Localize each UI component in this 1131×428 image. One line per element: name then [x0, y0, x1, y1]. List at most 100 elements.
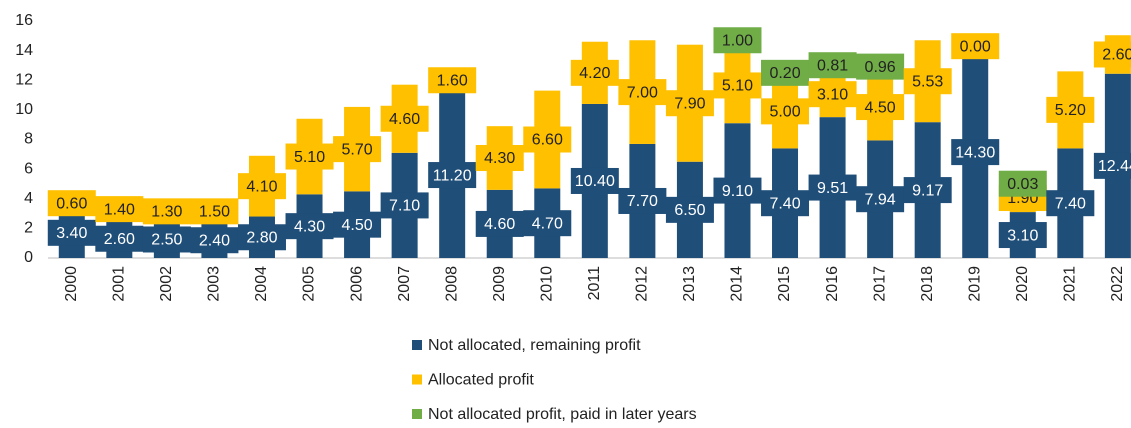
data-label-box — [428, 67, 477, 94]
data-label-box — [47, 190, 96, 217]
data-label: 1.60 — [437, 72, 468, 89]
x-tick-label: 2017 — [871, 266, 888, 302]
data-label: 3.40 — [56, 225, 87, 242]
x-tick-label: 2019 — [966, 266, 983, 302]
x-tick-label: 2021 — [1062, 266, 1079, 302]
data-label-box — [713, 177, 762, 204]
y-tick-label: 4 — [24, 190, 33, 207]
data-label-box — [713, 27, 762, 54]
data-label: 7.40 — [769, 195, 800, 212]
data-label: 2.80 — [246, 229, 277, 246]
data-label: 4.60 — [484, 216, 515, 233]
data-label: 11.20 — [433, 167, 472, 184]
data-label-box — [856, 186, 905, 213]
data-label: 0.00 — [960, 38, 991, 55]
data-label: 4.20 — [579, 65, 610, 82]
data-label: 2.60 — [1102, 47, 1131, 64]
data-label-box — [713, 72, 762, 99]
x-tick-label: 2020 — [1014, 266, 1031, 302]
data-label-box — [475, 210, 524, 237]
data-label: 5.10 — [294, 149, 325, 166]
data-label-box — [761, 59, 810, 86]
data-label: 4.10 — [246, 178, 277, 195]
x-tick-label: 2012 — [634, 266, 651, 302]
data-label-box — [142, 198, 191, 225]
data-label: 14.30 — [955, 144, 995, 161]
x-tick-label: 2001 — [111, 266, 128, 302]
x-tick-label: 2010 — [538, 266, 555, 302]
data-label-box — [951, 33, 1000, 60]
x-tick-label: 2014 — [729, 266, 746, 302]
data-label-box — [523, 210, 572, 237]
data-label-box — [475, 145, 524, 172]
data-label: 5.10 — [722, 78, 753, 95]
data-label-box — [856, 53, 905, 80]
data-label: 0.81 — [817, 57, 848, 74]
data-label: 10.40 — [575, 173, 615, 190]
data-label: 0.96 — [865, 59, 896, 76]
x-tick-label: 2007 — [396, 266, 413, 302]
data-label-box — [1046, 96, 1095, 123]
data-label: 4.50 — [865, 99, 896, 116]
data-label-box — [380, 105, 429, 132]
data-label: 2.60 — [104, 231, 135, 248]
y-tick-label: 2 — [24, 220, 33, 237]
data-label: 12.44 — [1098, 158, 1131, 175]
y-tick-label: 14 — [15, 42, 33, 59]
data-label: 3.10 — [817, 86, 848, 103]
data-label-box — [523, 126, 572, 153]
data-label-box — [1093, 41, 1131, 68]
data-label: 7.40 — [1055, 195, 1086, 212]
data-label-box — [808, 52, 857, 79]
data-label-box — [95, 196, 144, 223]
data-label: 6.60 — [532, 132, 563, 149]
legend-swatch — [412, 340, 422, 350]
y-tick-label: 8 — [24, 131, 33, 148]
y-tick-label: 12 — [15, 71, 33, 88]
x-tick-label: 2004 — [253, 266, 270, 302]
data-label: 9.17 — [912, 182, 943, 199]
data-label: 4.30 — [294, 218, 325, 235]
data-label-box — [142, 226, 191, 253]
data-label-box — [380, 192, 429, 219]
y-tick-label: 16 — [15, 12, 33, 29]
legend-swatch — [412, 409, 422, 419]
data-label: 0.60 — [56, 195, 87, 212]
data-label-box — [618, 187, 667, 214]
y-tick-label: 0 — [24, 249, 33, 266]
data-label: 4.60 — [389, 111, 420, 128]
data-label-box — [285, 213, 334, 240]
data-label-box — [856, 94, 905, 121]
data-label-box — [285, 143, 334, 170]
x-tick-label: 2008 — [443, 266, 460, 302]
data-label-box — [998, 222, 1047, 249]
data-label-box — [998, 170, 1047, 197]
data-label: 3.10 — [1007, 227, 1038, 244]
x-tick-label: 2015 — [776, 266, 793, 302]
data-label: 5.20 — [1055, 102, 1086, 119]
data-label: 7.90 — [674, 95, 705, 112]
legend-swatch — [412, 374, 422, 385]
data-label: 7.94 — [865, 191, 896, 208]
data-label: 9.51 — [817, 180, 848, 197]
data-label: 0.03 — [1007, 176, 1038, 193]
data-label: 7.70 — [627, 193, 658, 210]
data-label-box — [903, 68, 952, 95]
data-label-box — [1046, 190, 1095, 217]
data-label-box — [570, 59, 619, 86]
data-label-box — [903, 177, 952, 204]
data-label: 4.50 — [342, 217, 373, 234]
data-label-box — [47, 219, 96, 246]
data-label: 0.20 — [769, 65, 800, 82]
data-label: 6.50 — [674, 202, 705, 219]
x-tick-label: 2018 — [919, 266, 936, 302]
legend-label: Not allocated, remaining profit — [428, 337, 641, 354]
data-label: 5.00 — [769, 104, 800, 121]
data-label-box — [1093, 152, 1131, 179]
data-label-box — [570, 167, 619, 194]
x-tick-label: 2000 — [63, 266, 80, 302]
data-label-box — [761, 98, 810, 125]
data-label-box — [333, 136, 382, 163]
data-label-box — [618, 79, 667, 106]
